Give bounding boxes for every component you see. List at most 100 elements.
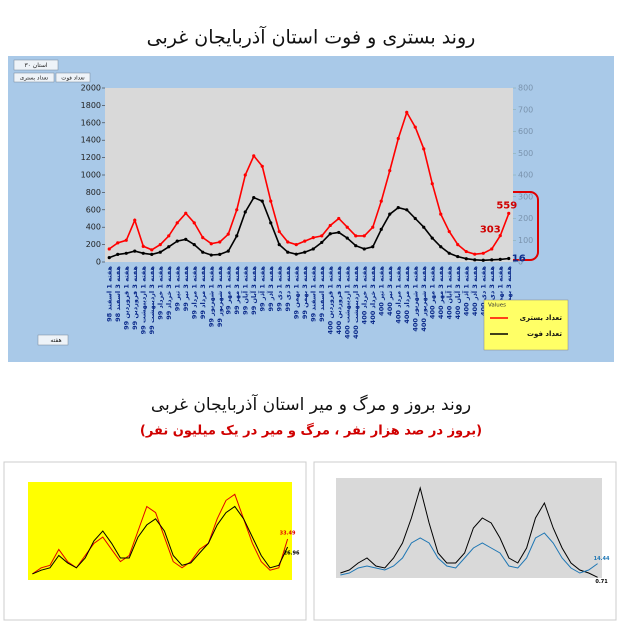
marker <box>107 247 111 251</box>
marker <box>354 234 358 238</box>
footer-dropdown-label: هفته <box>50 337 61 344</box>
marker <box>311 247 315 251</box>
marker <box>116 241 120 245</box>
marker <box>405 208 409 212</box>
marker <box>133 249 137 253</box>
x-tick-label: هفته 1 تیر 400 <box>377 266 385 316</box>
x-tick-label: هفته 3 بهمن 400 <box>505 266 513 324</box>
data-label: 0.71 <box>595 579 608 585</box>
y-tick-label: 1400 <box>81 136 101 145</box>
footer-dropdown[interactable] <box>37 334 69 346</box>
marker <box>141 251 145 255</box>
marker <box>235 208 239 212</box>
y-tick-label: 600 <box>86 205 101 214</box>
marker <box>320 234 324 238</box>
marker <box>226 232 230 236</box>
marker <box>345 236 349 240</box>
y-tick-label: 800 <box>86 188 101 197</box>
marker <box>388 169 392 173</box>
x-tick-label: هفته 3 شهریور 400 <box>420 266 428 332</box>
data-label: 303 <box>480 225 501 236</box>
data-label: 26.96 <box>284 550 300 556</box>
x-tick-label: هفته 1 مهر 99 <box>224 266 232 315</box>
x-tick-label: هفته 1 شهریور 400 <box>411 266 419 332</box>
data-label: 16 <box>512 254 526 265</box>
series-line <box>109 196 509 262</box>
section-subtitle: (بروز در صد هزار نفر ، مرگ و میر در یک م… <box>140 422 482 439</box>
x-tick-label: هفته 1 آبان 400 <box>444 266 453 320</box>
legend-box <box>483 299 569 351</box>
marker <box>456 243 460 247</box>
marker <box>507 256 511 261</box>
marker <box>226 249 230 253</box>
marker <box>320 240 324 245</box>
marker <box>124 238 128 242</box>
x-tick-label: هفته 3 شهریور 99 <box>216 266 224 328</box>
y2-tick-label: 300 <box>518 192 533 201</box>
marker <box>362 247 366 251</box>
marker <box>201 236 205 240</box>
marker <box>464 249 468 254</box>
button-label: تعداد فوت <box>61 76 85 82</box>
x-tick-label: هفته 1 فروردین 99 <box>122 266 130 330</box>
marker <box>396 136 400 141</box>
y2-tick-label: 700 <box>518 105 533 114</box>
marker <box>498 234 502 238</box>
marker <box>405 110 409 114</box>
y-tick-label: 2000 <box>81 84 101 93</box>
filter[interactable] <box>13 59 59 71</box>
marker <box>141 244 145 248</box>
marker <box>337 230 341 235</box>
x-tick-label: هفته 3 اسفند 98 <box>114 266 122 322</box>
x-tick-label: هفته 1 فروردین 400 <box>326 266 334 335</box>
series-line <box>108 110 510 256</box>
marker <box>490 247 494 251</box>
x-tick-label: هفته 3 بهمن 99 <box>301 266 309 320</box>
marker <box>218 240 222 244</box>
marker <box>184 211 188 215</box>
marker <box>430 182 434 186</box>
marker <box>252 154 256 158</box>
x-tick-label: هفته 3 آذر 99 <box>266 266 275 312</box>
marker <box>362 234 366 238</box>
legend-label: تعداد فوت <box>527 330 562 338</box>
x-tick-label: هفته 3 آذر 400 <box>470 266 479 316</box>
marker <box>107 256 111 260</box>
x-tick-label: هفته 1 مهر 400 <box>428 266 436 320</box>
x-tick-label: هفته 1 مرداد 400 <box>394 266 402 324</box>
marker <box>464 257 468 261</box>
data-label: 14.44 <box>594 556 610 562</box>
marker <box>150 252 154 256</box>
y-tick-label: 1200 <box>81 153 101 162</box>
marker <box>490 258 494 262</box>
y2-tick-label: 400 <box>518 171 533 180</box>
y2-tick-label: 500 <box>518 149 533 158</box>
marker <box>456 254 460 259</box>
marker <box>269 221 273 225</box>
chart-title: روند بستری و فوت استان آذربایجان غربی <box>147 25 476 49</box>
marker <box>201 250 205 254</box>
x-tick-label: هفته 1 دی 99 <box>275 266 283 312</box>
button[interactable] <box>55 72 91 83</box>
marker <box>175 221 179 225</box>
y2-tick-label: 200 <box>518 214 533 223</box>
marker <box>481 251 485 255</box>
marker <box>260 164 264 168</box>
marker <box>150 248 154 252</box>
marker <box>303 239 307 243</box>
marker <box>286 240 290 244</box>
x-tick-label: هفته 1 آذر 99 <box>257 266 266 312</box>
x-tick-label: هفته 1 اردیبهشت 400 <box>343 266 351 339</box>
marker <box>473 252 477 256</box>
marker <box>439 245 443 249</box>
series-line <box>340 532 598 576</box>
data-label: 559 <box>496 200 517 211</box>
marker <box>507 211 511 215</box>
series-line <box>340 486 598 578</box>
marker <box>371 245 375 249</box>
button[interactable] <box>13 72 55 83</box>
marker <box>345 225 349 229</box>
x-tick-label: هفته 3 اردیبهشت 99 <box>148 266 156 335</box>
marker <box>269 199 273 203</box>
marker <box>328 223 332 228</box>
